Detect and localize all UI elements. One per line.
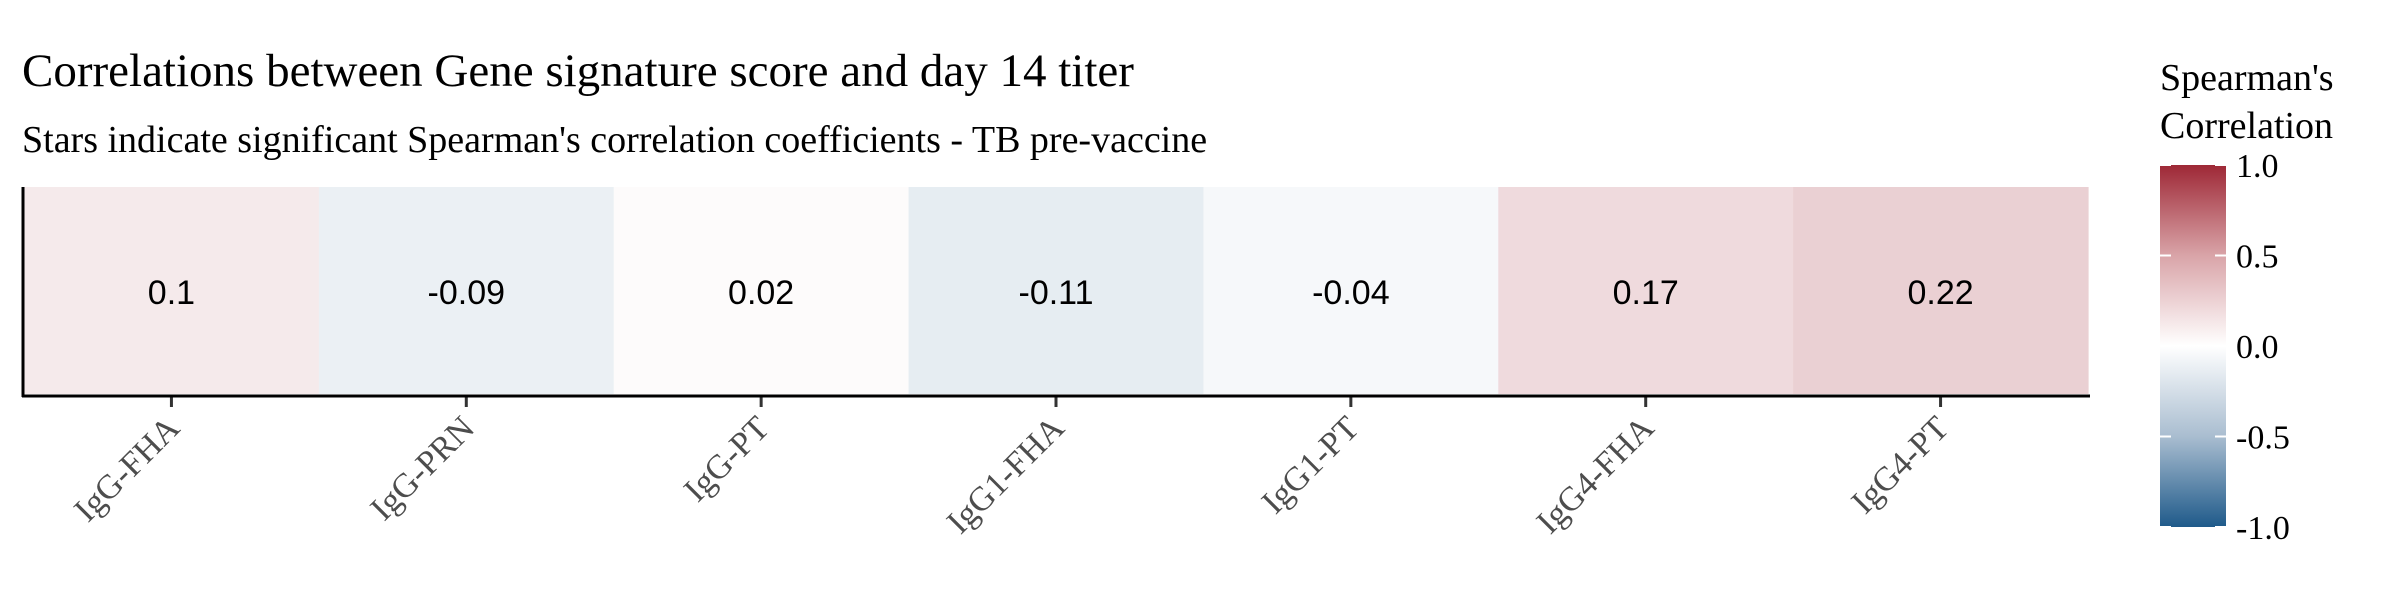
legend-tick-label: -1.0 <box>2236 510 2290 547</box>
heatmap-cell-igg-prn <box>318 187 615 394</box>
heatmap-cell-igg4-pt <box>1793 187 2089 394</box>
cell-value-label: 0.22 <box>1907 274 1973 312</box>
heatmap-cell-igg1-pt <box>1203 187 1499 394</box>
cell-value-label: 0.1 <box>148 274 195 312</box>
chart-title: Correlations between Gene signature scor… <box>22 45 1134 97</box>
legend-ticks: 1.0 0.5 0.0 -0.5 -1.0 <box>2160 148 2290 547</box>
cell-value-label: -0.04 <box>1312 274 1390 312</box>
color-legend: Spearman's Correlation 1.0 0.5 0.0 -0.5 -1.0 <box>2160 57 2334 547</box>
cell-value-label: 0.17 <box>1613 274 1679 312</box>
chart-subtitle: Stars indicate significant Spearman's co… <box>22 119 1207 161</box>
cell-value-label: -0.11 <box>1019 274 1094 312</box>
x-tick-label: IgG1-FHA <box>940 409 1072 541</box>
legend-title-line1: Spearman's <box>2160 57 2334 99</box>
heatmap-cell-igg-pt <box>613 187 910 394</box>
x-tick-label: IgG-PT <box>677 409 777 509</box>
heatmap-cells: 0.1 -0.09 0.02 -0.11 -0.04 0.17 0.22 <box>24 187 2089 394</box>
legend-tick-label: -0.5 <box>2236 420 2290 457</box>
x-tick-label: IgG4-PT <box>1845 409 1957 521</box>
x-axis-ticks: IgG-FHA IgG-PRN IgG-PT IgG1-FHA IgG1-PT IgG4-… <box>67 396 1956 541</box>
x-tick-label: IgG-FHA <box>67 409 187 529</box>
legend-tick-label: 1.0 <box>2236 148 2279 185</box>
cell-value-label: 0.02 <box>728 274 794 312</box>
heatmap-cell-igg4-fha <box>1498 187 1794 394</box>
x-tick-label: IgG-PRN <box>364 409 482 527</box>
cell-value-label: -0.09 <box>428 274 506 312</box>
legend-title-line2: Correlation <box>2160 105 2333 147</box>
x-tick-label: IgG1-PT <box>1255 409 1367 521</box>
heatmap-cell-igg-fha <box>24 187 320 394</box>
x-tick-label: IgG4-FHA <box>1530 409 1662 541</box>
legend-tick-label: 0.5 <box>2236 239 2279 276</box>
heatmap-cell-igg1-fha <box>908 187 1205 394</box>
legend-tick-label: 0.0 <box>2236 329 2279 366</box>
